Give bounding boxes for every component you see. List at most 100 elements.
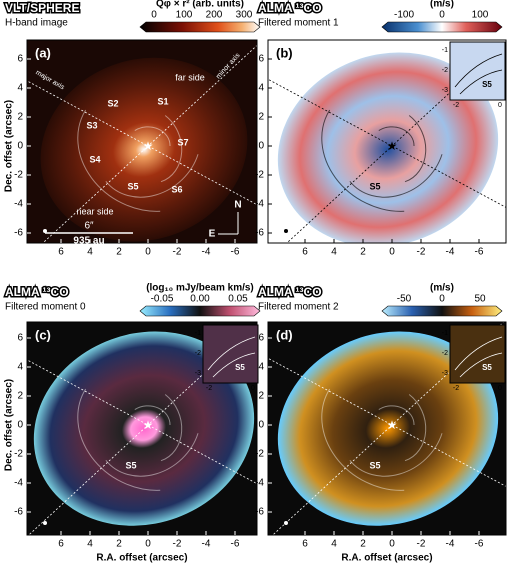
structure-label: S5 xyxy=(369,460,380,470)
star: ★ xyxy=(387,418,398,432)
major-axis xyxy=(268,78,506,208)
colorbar-tick: 100 xyxy=(472,10,489,21)
y-tick-label: 2 xyxy=(258,112,264,123)
x-tick-label: 2 xyxy=(360,247,366,258)
inset-label: S5 xyxy=(482,363,492,372)
x-tick-label: -6 xyxy=(231,247,240,258)
spiral-arm xyxy=(404,394,427,462)
inset-label: S5 xyxy=(482,80,492,89)
y-tick-label: -4 xyxy=(255,478,264,489)
x-tick-label: 4 xyxy=(87,247,93,258)
y-tick-label: -2 xyxy=(14,449,23,460)
inset-arms xyxy=(454,336,503,378)
y-tick-label: -2 xyxy=(14,170,23,181)
structure-label: S5 xyxy=(125,460,136,470)
y-tick-label: 6 xyxy=(17,333,23,344)
x-tick-label: -4 xyxy=(202,539,211,550)
star: ★ xyxy=(143,418,154,432)
x-tick-label: -2 xyxy=(417,247,426,258)
colorbar-tick: -100 xyxy=(394,10,414,21)
spiral-arm xyxy=(321,388,405,491)
disk xyxy=(33,331,255,526)
instrument: ALMA ¹³CO xyxy=(258,1,322,15)
x-tick-label: 0 xyxy=(145,247,151,258)
structure-label: S3 xyxy=(86,120,97,130)
x-tick-label: -2 xyxy=(173,539,182,550)
panel-tag: (b) xyxy=(276,45,293,60)
x-tick-label: 6 xyxy=(302,247,308,258)
y-axis-label: Dec. offset (arcsec) xyxy=(4,100,15,192)
inset-arms xyxy=(454,53,503,95)
colorbar-tick: 300 xyxy=(236,10,253,21)
inset-y-tick: -2 xyxy=(442,350,448,357)
x-tick-label: 6 xyxy=(58,247,64,258)
x-tick-label: -4 xyxy=(446,247,455,258)
subtitle: Filtered moment 2 xyxy=(258,302,339,313)
colorbar-tick: 0 xyxy=(151,10,157,21)
y-tick-label: -2 xyxy=(255,449,264,460)
x-tick-label: -6 xyxy=(475,247,484,258)
y-tick-label: -6 xyxy=(255,228,264,239)
y-tick-label: 6 xyxy=(258,54,264,65)
x-axis-label: R.A. offset (arcsec) xyxy=(96,553,187,564)
structure-label: S7 xyxy=(177,137,188,147)
x-tick-label: -2 xyxy=(417,539,426,550)
structure-label: S4 xyxy=(89,154,100,164)
x-tick-label: 2 xyxy=(360,539,366,550)
y-tick-label: 4 xyxy=(17,83,23,94)
subtitle: Filtered moment 0 xyxy=(5,302,86,313)
inset-y-tick: -1 xyxy=(442,330,448,337)
y-tick-label: -6 xyxy=(255,507,264,518)
inset-y-tick: -3 xyxy=(442,87,448,94)
y-tick-label: -6 xyxy=(14,507,23,518)
major-axis xyxy=(27,359,257,485)
inset-x-tick: -2 xyxy=(206,385,212,392)
colorbar-tick: -0.05 xyxy=(151,294,174,305)
spiral-arm xyxy=(134,126,171,147)
colorbar xyxy=(139,21,261,33)
y-tick-label: 6 xyxy=(258,333,264,344)
spiral-arm xyxy=(378,405,415,426)
subtitle: Filtered moment 1 xyxy=(258,18,339,29)
structure-label: S5 xyxy=(369,181,380,191)
colorbar-label: Qφ × r² (arb. units) xyxy=(156,0,244,10)
inset-x-tick: 0 xyxy=(251,385,255,392)
y-axis-label: Dec. offset (arcsec) xyxy=(4,379,15,471)
compass xyxy=(218,212,239,235)
y-tick-label: 0 xyxy=(258,420,264,431)
inset xyxy=(449,324,506,384)
x-tick-label: 0 xyxy=(389,247,395,258)
colorbar-tick: 0.05 xyxy=(228,294,248,305)
x-tick-label: 2 xyxy=(116,247,122,258)
beam xyxy=(284,229,288,233)
x-axis-label: R.A. offset (arcsec) xyxy=(341,553,432,564)
inset-y-tick: -1 xyxy=(442,47,448,54)
x-tick-label: 0 xyxy=(389,539,395,550)
y-tick-label: -2 xyxy=(255,170,264,181)
colorbar-label: (log₁₀ mJy/beam km/s) xyxy=(146,283,254,294)
scalebar-au: 935 au xyxy=(73,236,104,247)
inset-x-tick: 0 xyxy=(498,385,502,392)
beam xyxy=(43,229,47,233)
spiral-arm xyxy=(349,433,443,477)
frame xyxy=(26,321,258,536)
disk xyxy=(277,331,499,526)
x-tick-label: 6 xyxy=(302,539,308,550)
inset-y-tick: -1 xyxy=(195,330,201,337)
colorbar xyxy=(381,305,503,317)
x-tick-label: -4 xyxy=(446,539,455,550)
x-tick-label: 4 xyxy=(331,247,337,258)
colorbar xyxy=(139,305,261,317)
minor-axis xyxy=(272,322,505,535)
inset xyxy=(202,324,259,384)
spiral-arm xyxy=(404,115,427,183)
instrument: ALMA ¹³CO xyxy=(258,285,322,299)
x-tick-label: 4 xyxy=(87,539,93,550)
inset-x-tick: 0 xyxy=(498,102,502,109)
y-tick-label: 4 xyxy=(17,362,23,373)
structure-label: S1 xyxy=(157,96,168,106)
major-axis xyxy=(268,357,506,487)
structure-label: S2 xyxy=(107,98,118,108)
spiral-arm xyxy=(321,109,405,212)
